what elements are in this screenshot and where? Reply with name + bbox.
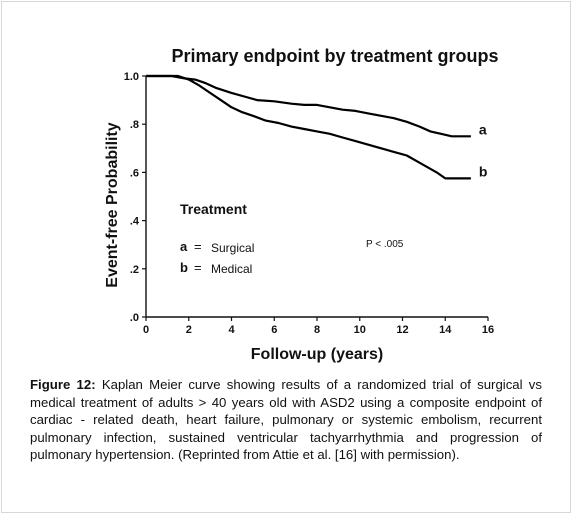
x-tick-label-14: 14 — [439, 324, 452, 336]
y-tick-label-1: .2 — [130, 264, 139, 276]
x-tick-label-6: 6 — [271, 324, 277, 336]
series-end-label-a: a — [479, 121, 487, 137]
y-tick-label-2: .4 — [130, 216, 140, 228]
series-line-b — [146, 74, 471, 180]
series-line-a — [146, 74, 471, 138]
legend-key-b: b — [180, 260, 188, 275]
legend-title: Treatment — [180, 201, 247, 217]
y-tick-label-4: .8 — [130, 119, 139, 131]
caption-label: Figure 12: — [30, 377, 96, 392]
kaplan-meier-chart: Primary endpoint by treatment groups Eve… — [104, 46, 499, 363]
x-tick-label-2: 2 — [186, 324, 192, 336]
p-value-annotation: P < .005 — [366, 239, 404, 250]
x-tick-label-10: 10 — [354, 324, 366, 336]
legend-entry-b: b = Medical — [180, 260, 252, 276]
x-tick-label-12: 12 — [396, 324, 408, 336]
y-axis-label: Event-free Probability — [104, 122, 121, 287]
legend-entry-a: a = Surgical — [180, 239, 254, 255]
y-tick-label-5: 1.0 — [124, 71, 139, 83]
x-tick-label-4: 4 — [228, 324, 235, 336]
chart-title: Primary endpoint by treatment groups — [171, 46, 498, 66]
x-tick-label-0: 0 — [143, 324, 149, 336]
legend-sep-b: = — [194, 260, 202, 275]
y-tick-label-0: .0 — [130, 312, 139, 324]
series-group: ab — [146, 74, 488, 180]
y-ticks: .0 .2 .4 .6 .8 1.0 — [124, 71, 146, 324]
legend-key-a: a — [180, 239, 188, 254]
figure-caption: Figure 12: Kaplan Meier curve showing re… — [30, 376, 542, 464]
x-tick-label-8: 8 — [314, 324, 320, 336]
caption-text: Kaplan Meier curve showing results of a … — [30, 377, 542, 463]
series-end-label-b: b — [479, 163, 488, 179]
legend-sep-a: = — [194, 239, 202, 254]
x-axis-label: Follow-up (years) — [251, 346, 383, 363]
legend-label-a: Surgical — [211, 241, 254, 255]
x-ticks: 0 2 4 6 8 10 12 14 16 — [143, 317, 494, 336]
x-tick-label-16: 16 — [482, 324, 494, 336]
y-tick-label-3: .6 — [130, 167, 139, 179]
legend-label-b: Medical — [211, 262, 252, 276]
